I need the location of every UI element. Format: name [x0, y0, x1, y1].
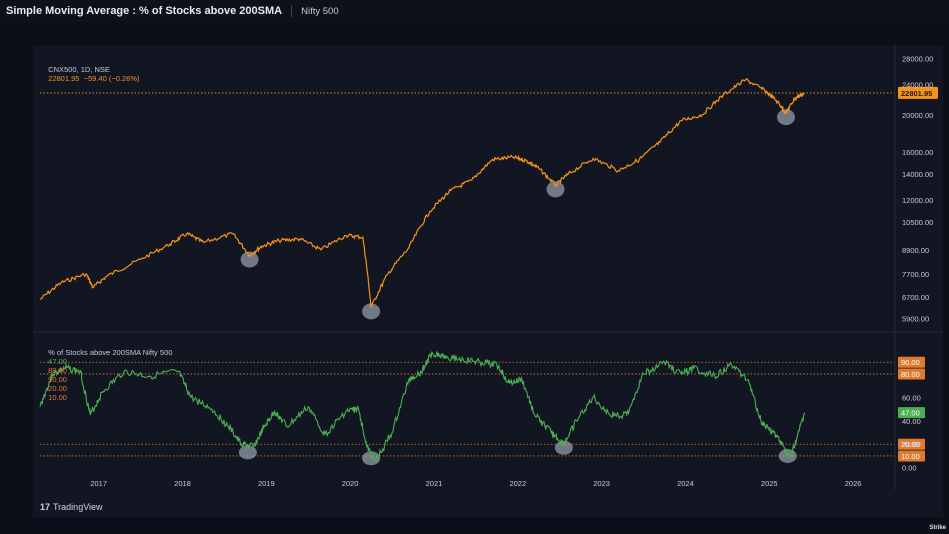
x-tick-label: 2026	[845, 479, 862, 488]
indicator-tick-label: 60.00	[902, 393, 921, 402]
price-legend: CNX500, 1D, NSE 22801.95 −59.40 (−0.26%)	[44, 56, 140, 83]
price-last-badge	[898, 86, 938, 99]
price-pane: 22801.95	[39, 77, 938, 320]
price-tick-label: 6700.00	[902, 293, 929, 302]
indicator-last-badge	[898, 407, 925, 419]
price-highlight-marker	[546, 181, 565, 198]
price-tick-label: 8900.00	[902, 246, 929, 255]
indicator-legend-name: % of Stocks above 200SMA Nifty 500	[48, 348, 173, 357]
price-legend-values: 22801.95 −59.40 (−0.26%)	[48, 74, 140, 83]
header-divider	[291, 5, 293, 17]
axes: 5900.00 6700.00 7700.00 8900.00 10500.00 1200…	[33, 45, 943, 490]
indicator-last-label: 47.00	[901, 409, 920, 418]
price-tick-label: 10500.00	[902, 218, 933, 227]
indicator-level-label: 10.00	[901, 452, 920, 461]
x-tick-label: 2019	[258, 479, 275, 488]
price-highlight-marker	[362, 303, 381, 320]
price-last-label: 22801.95	[901, 89, 932, 98]
price-tick-label: 7700.00	[902, 270, 929, 279]
chart-panel	[33, 45, 943, 517]
indicator-highlight-marker	[554, 440, 573, 455]
x-tick-label: 2017	[90, 479, 107, 488]
x-tick-label: 2023	[593, 479, 610, 488]
indicator-tick-label: 20.00	[902, 440, 921, 449]
indicator-legend-v5: 10.00	[48, 393, 67, 402]
x-tick-label: 2021	[426, 479, 443, 488]
x-tick-label: 2025	[761, 479, 778, 488]
indicator-highlight-marker	[238, 445, 257, 460]
price-tick-label: 5900.00	[902, 314, 929, 323]
indicator-level-label: 80.00	[901, 370, 920, 379]
indicator-series-line	[39, 351, 806, 463]
price-tick-label: 20000.00	[902, 111, 933, 120]
price-tick-label: 24000.00	[902, 80, 933, 89]
price-tick-label: 16000.00	[902, 148, 933, 157]
indicator-level-label: 20.00	[901, 440, 920, 449]
indicator-legend-v2: 80.00	[48, 366, 67, 375]
indicator-level-badge	[898, 356, 925, 368]
footer: 17 TradingView	[40, 500, 103, 514]
indicator-level-label: 90.00	[901, 358, 920, 367]
price-tick-label: 28000.00	[902, 55, 933, 64]
indicator-highlight-marker	[778, 448, 797, 463]
indicator-legend: % of Stocks above 200SMA Nifty 500 47.00…	[44, 339, 172, 402]
x-tick-label: 2024	[677, 479, 694, 488]
price-series-line	[39, 77, 805, 308]
price-highlight-marker	[777, 109, 796, 126]
x-tick-label: 2018	[174, 479, 191, 488]
indicator-tick-label: 40.00	[902, 417, 921, 426]
footer-brand[interactable]: TradingView	[53, 502, 103, 512]
indicator-legend-v4: 20.00	[48, 384, 67, 393]
x-tick-label: 2020	[342, 479, 359, 488]
price-highlight-marker	[240, 251, 259, 268]
indicator-level-badge	[898, 438, 925, 450]
x-tick-label: 2022	[509, 479, 526, 488]
price-tick-label: 14000.00	[902, 170, 933, 179]
corner-watermark: Strike	[929, 525, 946, 531]
indicator-legend-v1: 47.00	[48, 357, 67, 366]
price-tick-label: 12000.00	[902, 196, 933, 205]
indicator-legend-v3: 90.00	[48, 375, 67, 384]
indicator-level-badge	[898, 450, 925, 462]
price-legend-symbol: CNX500, 1D, NSE	[48, 65, 110, 74]
tradingview-logo-icon: 17	[40, 502, 51, 512]
chart-title: Simple Moving Average : % of Stocks abov…	[6, 5, 283, 17]
chart-subtitle: Nifty 500	[301, 5, 339, 17]
indicator-level-badge	[898, 368, 925, 380]
indicator-tick-label: 0.00	[902, 464, 917, 473]
chart-header: Simple Moving Average : % of Stocks abov…	[0, 0, 949, 22]
